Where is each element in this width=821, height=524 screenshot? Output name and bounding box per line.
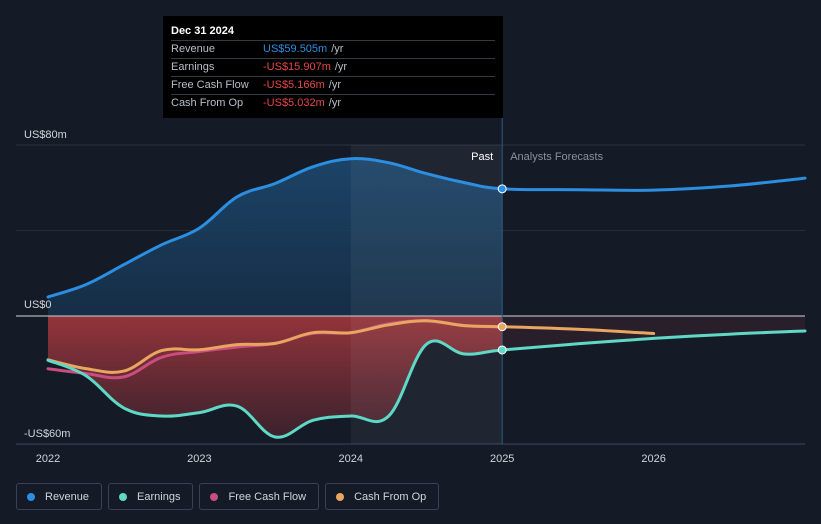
tooltip-label: Cash From Op (171, 97, 244, 109)
legend-item-free-cash-flow[interactable]: Free Cash Flow (199, 483, 320, 510)
x-tick-label: 2024 (339, 453, 363, 465)
x-tick-label: 2022 (36, 453, 60, 465)
tooltip-label: Free Cash Flow (171, 79, 249, 91)
legend-item-revenue[interactable]: Revenue (16, 483, 103, 510)
tooltip-label: Revenue (171, 43, 216, 55)
x-tick-label: 2023 (187, 453, 211, 465)
earnings-line (46, 329, 807, 439)
legend-item-cash-from-op[interactable]: Cash From Op (325, 483, 440, 510)
y-tick-label: -US$60m (24, 428, 70, 440)
highlight-band (350, 145, 503, 444)
earnings-marker (497, 345, 507, 355)
tooltip-value: -US$5.166m (263, 79, 325, 91)
tooltip-row-earnings: Earnings -US$15.907m /yr (171, 58, 495, 76)
tooltip-row-revenue: Revenue US$59.505m /yr (171, 40, 495, 58)
tooltip-date: Dec 31 2024 (171, 25, 234, 37)
y-tick-label: US$0 (24, 299, 52, 311)
revenue-line (46, 157, 807, 299)
tooltip-label: Earnings (171, 61, 215, 73)
tooltip-value: US$59.505m (263, 43, 328, 55)
earnings-negative-area (48, 316, 503, 438)
tooltip-unit: /yr (328, 97, 341, 109)
cash-from-op-line (46, 319, 656, 374)
forecast-label: Analysts Forecasts (510, 151, 603, 163)
y-tick-label: US$80m (24, 129, 67, 141)
tooltip-unit: /yr (331, 43, 344, 55)
tooltip-unit: /yr (334, 61, 348, 73)
cash-from-op-marker (497, 322, 507, 332)
legend-label: Revenue (45, 490, 90, 503)
legend-label: Cash From Op (354, 490, 427, 503)
tooltip-value: -US$15.907m (263, 61, 331, 73)
legend-item-earnings[interactable]: Earnings (108, 483, 194, 510)
tooltip: Dec 31 2024 Revenue US$59.505m /yr Earni… (163, 16, 503, 118)
x-tick-label: 2026 (641, 453, 665, 465)
tooltip-unit: /yr (328, 79, 341, 91)
earnings-dot-icon (119, 492, 128, 501)
legend: Revenue Earnings Free Cash Flow Cash Fro… (16, 483, 440, 510)
past-label: Past (471, 151, 493, 163)
cash-from-op-dot-icon (336, 492, 345, 501)
tooltip-value: -US$5.032m (263, 97, 325, 109)
revenue-area (48, 158, 503, 316)
revenue-dot-icon (27, 492, 35, 501)
legend-label: Free Cash Flow (228, 490, 307, 503)
free-cash-flow-dot-icon (210, 492, 219, 501)
legend-label: Earnings (137, 490, 181, 503)
x-tick-label: 2025 (490, 453, 514, 465)
revenue-marker (497, 184, 507, 194)
tooltip-row-cash-from-op: Cash From Op -US$5.032m /yr (171, 94, 495, 112)
tooltip-row-free-cash-flow: Free Cash Flow -US$5.166m /yr (171, 76, 495, 94)
